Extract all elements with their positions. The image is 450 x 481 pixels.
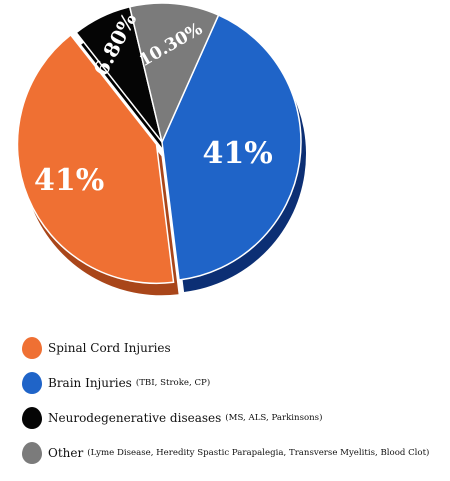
legend-detail: (TBI, Stroke, CP) [135, 378, 211, 388]
pie-slice [16, 33, 175, 285]
legend-name: Other [48, 446, 84, 460]
legend-item-spinal-cord: Spinal Cord Injuries [22, 336, 447, 360]
pie-slice [161, 14, 302, 281]
legend-item-other: Other (Lyme Disease, Heredity Spastic Pa… [22, 441, 447, 465]
legend-swatch [22, 442, 42, 464]
legend-swatch [22, 407, 42, 429]
pie-slice [128, 2, 220, 145]
pie-slice-label: 41% [34, 163, 104, 198]
pie-slices [16, 2, 302, 285]
legend-name: Brain Injuries [48, 376, 132, 390]
legend-detail: (MS, ALS, Parkinsons) [225, 413, 323, 423]
legend-swatch [22, 372, 42, 394]
legend: Spinal Cord Injuries Brain Injuries (TBI… [22, 336, 447, 476]
legend-swatch [22, 337, 42, 359]
legend-name: Spinal Cord Injuries [48, 341, 171, 355]
pie-slice-label: 41% [202, 136, 272, 171]
legend-item-brain-injuries: Brain Injuries (TBI, Stroke, CP) [22, 371, 447, 395]
legend-detail: (Lyme Disease, Heredity Spastic Parapale… [87, 448, 430, 458]
pie-chart: 41%41%6.80%10.30% [16, 2, 307, 296]
legend-item-neurodegenerative: Neurodegenerative diseases (MS, ALS, Par… [22, 406, 447, 430]
legend-name: Neurodegenerative diseases [48, 411, 222, 425]
